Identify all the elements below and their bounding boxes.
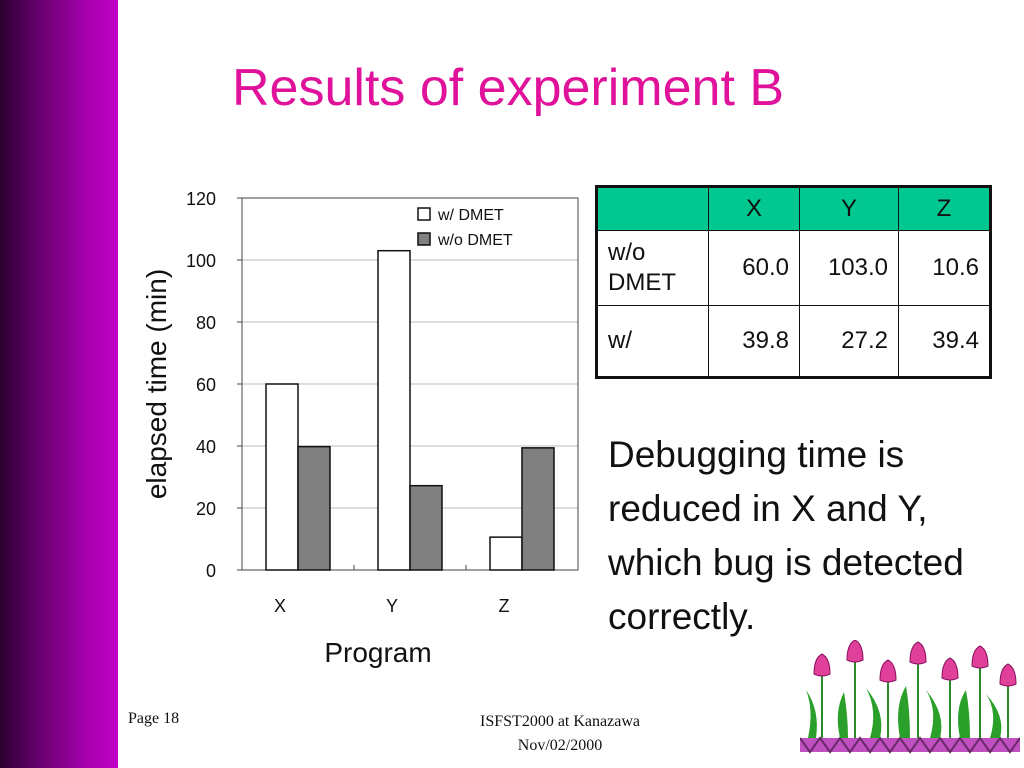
x-tick-label: X <box>274 596 286 616</box>
tulips-icon <box>800 640 1020 754</box>
table-corner-cell <box>596 186 709 231</box>
y-tick-label: 80 <box>196 313 216 333</box>
footer-page-number: Page 18 <box>128 710 180 727</box>
conclusion-text: Debugging time is reduced in X and Y, wh… <box>608 434 964 637</box>
table-header-y: Y <box>799 186 899 231</box>
sidebar-decoration <box>0 0 118 768</box>
x-tick-label: Y <box>386 596 398 616</box>
legend-swatch <box>417 232 431 246</box>
row-label-line: DMET <box>608 269 676 296</box>
y-tick-label: 20 <box>196 499 216 519</box>
legend-label: w/o DMET <box>437 232 513 249</box>
table-header-row: X Y Z <box>596 186 991 231</box>
y-tick-label: 40 <box>196 437 216 457</box>
bar-z-with-dmet <box>489 536 523 571</box>
slide-title: Results of experiment B <box>232 59 785 117</box>
y-axis-label: elapsed time (min) <box>141 269 172 499</box>
table-row-label: w/o DMET <box>596 230 709 306</box>
bar-z-without-dmet <box>521 447 555 571</box>
legend-swatch <box>417 207 431 221</box>
table-cell: 39.8 <box>708 305 800 378</box>
x-axis-label: Program <box>324 637 431 668</box>
y-tick-label: 100 <box>186 251 216 271</box>
table-cell: 39.4 <box>898 305 991 378</box>
table-row: w/o DMET 60.0 103.0 10.6 <box>596 230 991 306</box>
x-tick-labels: X Y Z <box>274 565 510 616</box>
table-cell: 60.0 <box>708 230 800 306</box>
footer-conference: ISFST2000 at Kanazawa Nov/02/2000 <box>430 710 690 758</box>
table-row-label: w/ <box>596 305 709 378</box>
row-label-line: w/ <box>608 327 632 354</box>
footer-conference-name: ISFST2000 at Kanazawa <box>480 713 640 730</box>
table-cell: 27.2 <box>799 305 899 378</box>
footer-date: Nov/02/2000 <box>517 737 603 754</box>
x-tick-label: Z <box>499 596 510 616</box>
table-cell: 103.0 <box>799 230 899 306</box>
bar-y-without-dmet <box>409 484 443 571</box>
legend-label: w/ DMET <box>437 207 504 224</box>
chart-bars <box>265 249 555 571</box>
y-tick-label: 120 <box>186 189 216 209</box>
table-header-z: Z <box>898 186 991 231</box>
y-tick-label: 0 <box>206 561 216 581</box>
y-tick-labels: 0 20 40 60 80 100 120 <box>186 189 242 581</box>
bar-y-with-dmet <box>377 249 411 571</box>
table-row: w/ 39.8 27.2 39.4 <box>596 305 991 378</box>
chart-legend: w/ DMET w/o DMET <box>417 207 513 249</box>
bar-x-with-dmet <box>265 383 299 571</box>
results-table: X Y Z w/o DMET 60.0 103.0 10.6 w/ 39.8 2… <box>595 185 992 379</box>
table-header-x: X <box>708 186 800 231</box>
row-label-line: w/o <box>608 239 646 266</box>
table-cell: 10.6 <box>898 230 991 306</box>
bar-chart: 0 20 40 60 80 100 120 X Y Z elapsed time (min) P… <box>141 189 579 668</box>
y-tick-label: 60 <box>196 375 216 395</box>
bar-x-without-dmet <box>297 445 331 571</box>
